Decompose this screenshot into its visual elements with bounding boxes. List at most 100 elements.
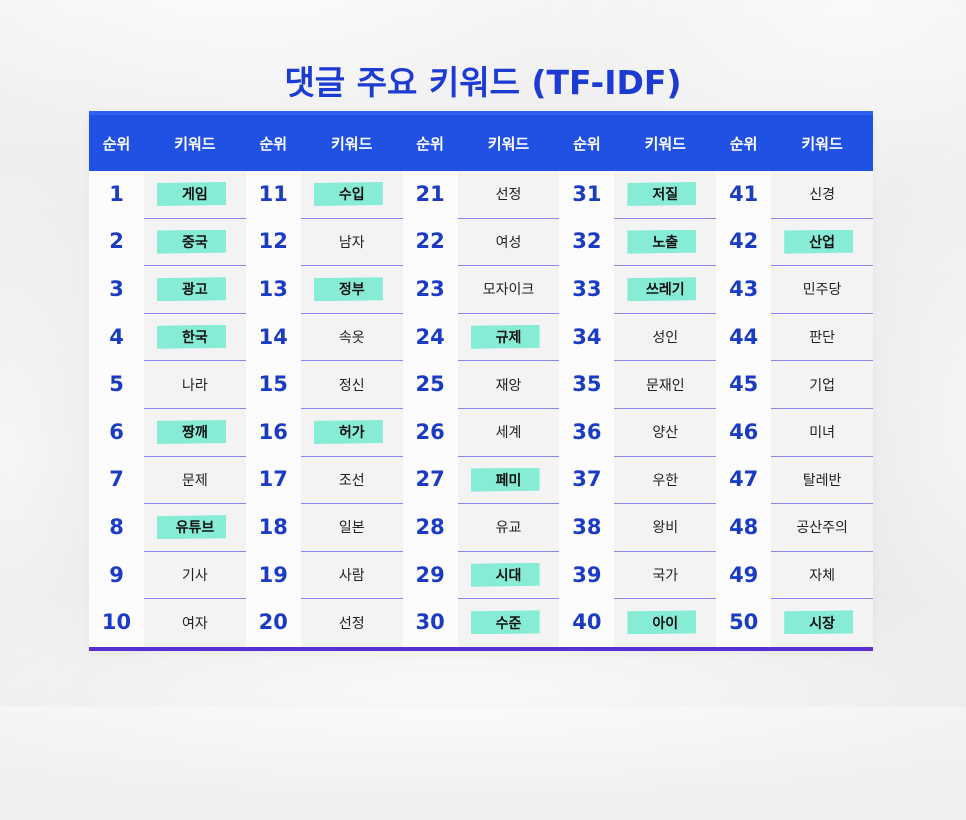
keyword-cell: 한국 [144,314,246,362]
rank-number: 49 [729,562,759,587]
keyword-cell: 중국 [144,219,246,267]
rank-number: 15 [258,372,288,397]
rank-number: 47 [729,467,759,492]
rank-number: 44 [729,324,759,349]
header-keyword: 키워드 [644,134,686,153]
keyword-text: 저질 [652,187,679,204]
keyword-text: 기사 [182,568,208,585]
rank-number: 33 [572,276,602,301]
rank-number: 40 [572,610,602,635]
rank-group: 41 42 43 44 45 46 47 48 49 50 신경 산업 민주당 판단 기업 미녀 탈레반 공산주의… [716,171,873,647]
keyword-cell: 자체 [771,552,873,600]
rank-number: 48 [729,514,759,539]
rank-column: 1 2 3 4 5 6 7 8 9 10 [89,171,144,647]
highlight-marker [470,467,540,492]
table-bottom-bar [89,646,873,651]
rank-group: 11 12 13 14 15 16 17 18 19 20 수입 남자 정부 속옷 정신 허가 조선 일본 사람 선정 [245,171,403,647]
rank-column: 11 12 13 14 15 16 17 18 19 20 [245,171,301,647]
keyword-cell: 아이 [614,599,716,647]
highlight-marker [157,277,226,302]
keyword-text: 수준 [495,616,522,633]
keyword-cell: 남자 [300,219,403,267]
keyword-text: 신경 [809,187,835,204]
keyword-cell: 양산 [614,409,717,457]
rank-number: 45 [729,372,759,397]
rank-number: 7 [109,467,124,492]
highlight-marker [313,419,383,444]
rank-number: 4 [109,324,124,349]
rank-number: 16 [258,419,288,444]
keyword-cell: 재앙 [457,361,560,409]
keyword-column: 선정 여성 모자이크 규제 재앙 세계 페미 유교 시대 수준 [457,171,560,647]
keyword-cell: 짱깨 [144,409,246,457]
header-rank: 순위 [729,134,758,153]
keyword-text: 정부 [338,282,365,299]
keyword-cell: 모자이크 [457,266,560,314]
rank-number: 41 [729,181,759,206]
keyword-text: 왕비 [652,520,679,537]
keyword-cell: 성인 [614,314,717,362]
keyword-ranking-table: 순위 키워드 순위 키워드 순위 키워드 순위 키워드 순위 키워드 1 2 3 4 5 6 7 8 9 10 게임 중… [89,111,873,651]
rank-number: 21 [415,181,445,206]
keyword-text: 산업 [809,234,835,251]
keyword-cell: 국가 [614,552,717,600]
keyword-text: 문재인 [645,377,685,394]
rank-number: 2 [109,229,124,254]
keyword-text: 여성 [495,234,522,251]
keyword-column: 수입 남자 정부 속옷 정신 허가 조선 일본 사람 선정 [300,171,403,647]
keyword-text: 게임 [182,187,208,204]
keyword-text: 우한 [652,472,679,489]
keyword-cell: 노출 [614,219,717,267]
page-title: 댓글 주요 키워드 (TF-IDF) [284,63,682,102]
highlight-marker [470,324,540,349]
keyword-cell: 문재인 [614,361,717,409]
rank-number: 11 [258,181,288,206]
keyword-text: 재앙 [495,377,522,394]
highlight-marker [157,419,226,444]
rank-number: 5 [109,372,124,397]
keyword-cell: 선정 [457,171,560,219]
rank-number: 43 [729,276,759,301]
keyword-cell: 시대 [457,552,560,600]
rank-number: 9 [109,562,124,587]
table-header: 순위 키워드 순위 키워드 순위 키워드 순위 키워드 순위 키워드 [89,111,873,171]
header-keyword: 키워드 [330,134,373,153]
keyword-text: 판단 [809,330,835,347]
highlight-marker [157,324,226,349]
rank-number: 14 [258,324,288,349]
keyword-text: 세계 [495,425,522,442]
keyword-text: 선정 [495,187,522,204]
keyword-text: 수입 [338,187,365,204]
rank-number: 17 [258,467,288,492]
highlight-marker [784,610,854,635]
keyword-cell: 문제 [144,457,246,505]
header-rank: 순위 [259,134,288,153]
rank-number: 35 [572,372,602,397]
keyword-text: 성인 [652,330,679,347]
keyword-cell: 광고 [144,266,246,314]
highlight-marker [470,610,540,635]
keyword-text: 문제 [182,472,208,489]
keyword-cell: 사람 [300,552,403,600]
keyword-cell: 정신 [300,361,403,409]
keyword-column: 게임 중국 광고 한국 나라 짱깨 문제 유튜브 기사 여자 [144,171,246,647]
keyword-text: 양산 [652,425,679,442]
keyword-cell: 우한 [614,457,717,505]
keyword-text: 유교 [495,520,522,537]
rank-number: 27 [415,467,445,492]
keyword-cell: 기사 [144,552,246,600]
keyword-text: 사람 [338,568,365,585]
keyword-cell: 유튜브 [144,504,246,552]
rank-number: 24 [415,324,445,349]
highlight-marker [627,229,697,254]
keyword-cell: 쓰레기 [614,266,717,314]
rank-number: 30 [415,610,445,635]
rank-column: 31 32 33 34 35 36 37 38 39 40 [559,171,615,647]
keyword-cell: 나라 [144,361,246,409]
header-rank: 순위 [416,134,444,153]
header-keyword: 키워드 [174,134,216,153]
rank-group: 1 2 3 4 5 6 7 8 9 10 게임 중국 광고 한국 나라 짱깨 문제 유튜브 기사 여자 [89,171,246,647]
keyword-cell: 수입 [300,171,403,219]
keyword-cell: 유교 [457,504,560,552]
